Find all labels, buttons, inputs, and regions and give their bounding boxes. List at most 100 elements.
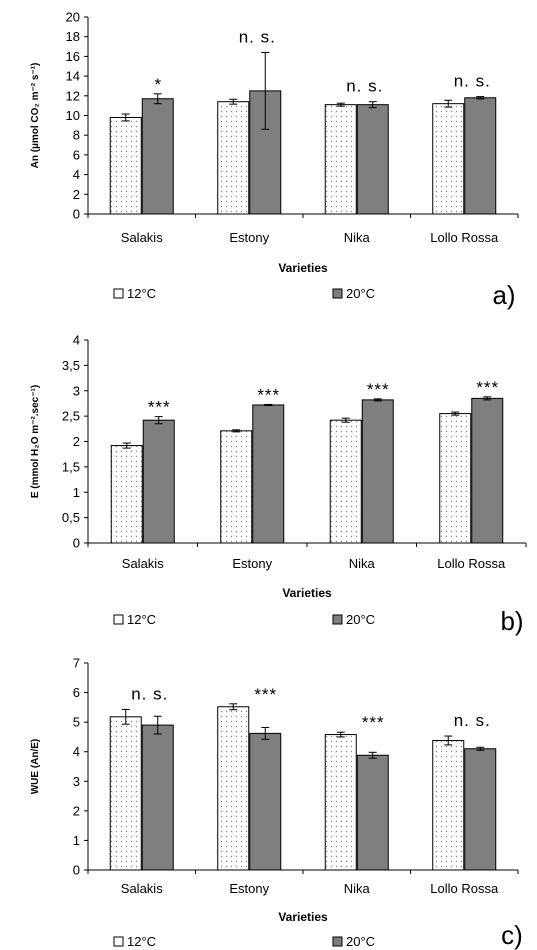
significance-label: *** [476, 378, 499, 397]
bar-20c [464, 748, 497, 871]
panel-label: a) [492, 280, 515, 310]
bar-20c [249, 732, 282, 871]
category-label: Lollo Rossa [437, 556, 506, 571]
bar-20c [471, 397, 504, 544]
y-tick-label: 3 [73, 383, 80, 398]
y-tick-label: 4 [73, 333, 80, 348]
significance-label: n. s. [131, 684, 168, 703]
bar-12c [110, 445, 143, 544]
y-tick-label: 0 [73, 863, 80, 878]
y-tick-label: 16 [66, 49, 80, 64]
category-label: Salakis [121, 230, 163, 245]
y-tick-label: 4 [73, 167, 80, 182]
significance-label: * [154, 75, 162, 94]
y-tick-label: 8 [73, 128, 80, 143]
y-tick-label: 7 [73, 656, 80, 671]
y-tick-label: 3 [73, 774, 80, 789]
legend-swatch-12c [113, 288, 124, 299]
bar-20c [356, 104, 389, 215]
significance-label: *** [362, 713, 385, 732]
category-label: Lollo Rossa [430, 881, 499, 896]
y-tick-label: 2 [73, 187, 80, 202]
bar-12c [329, 419, 362, 544]
y-tick-label: 2,5 [62, 409, 80, 424]
y-tick-label: 12 [66, 88, 80, 103]
category-label: Salakis [121, 881, 163, 896]
bar-12c [324, 734, 357, 871]
bar-20c [142, 419, 175, 544]
panel-label: b) [500, 606, 523, 636]
legend-label-20c: 20°C [346, 612, 375, 627]
y-tick-label: 5 [73, 715, 80, 730]
chart-panel-c: 0 1 2 3 4 5 6 7 n. s. Salakis *** Estony *** Nika n. s… [30, 656, 523, 950]
category-label: Estony [229, 881, 269, 896]
bar-12c [109, 716, 142, 871]
y-tick-label: 1 [73, 485, 80, 500]
legend: 12°C 20°C [113, 286, 375, 301]
legend-swatch-20c [332, 614, 343, 625]
legend-swatch-20c [332, 936, 343, 947]
bar-20c [464, 97, 497, 215]
bar-20c [356, 754, 389, 871]
bar-20c [141, 724, 174, 871]
bar-12c [324, 104, 357, 215]
legend: 12°C 20°C [113, 612, 375, 627]
significance-label: n. s. [454, 72, 491, 91]
y-tick-label: 10 [66, 108, 80, 123]
x-axis-title: Varieties [278, 910, 328, 924]
y-tick-label: 0,5 [62, 510, 80, 525]
bar-12c [109, 116, 142, 215]
bar-12c [432, 739, 465, 871]
significance-label: *** [257, 385, 280, 404]
significance-label: n. s. [454, 711, 491, 730]
y-tick-label: 6 [73, 685, 80, 700]
legend-swatch-20c [332, 288, 343, 299]
bar-20c [361, 399, 394, 544]
significance-label: n. s. [239, 27, 276, 46]
legend-swatch-12c [113, 614, 124, 625]
y-tick-label: 1 [73, 833, 80, 848]
x-axis-title: Varieties [282, 586, 332, 600]
y-axis-title: WUE (An/E) [30, 739, 41, 795]
y-tick-label: 20 [66, 10, 80, 25]
category-label: Lollo Rossa [430, 230, 499, 245]
y-axis-title: E (mmol H₂O m⁻².sec⁻¹) [30, 385, 41, 498]
category-label: Estony [229, 230, 269, 245]
chart-panel-a: 0 2 4 6 8 10 12 14 16 18 20 * Salakis n. s. Estony n. s… [30, 10, 519, 310]
y-axis-title: An (µmol CO₂ m⁻² s⁻¹) [30, 63, 41, 169]
legend-label-12c: 12°C [127, 286, 156, 301]
bar-12c [217, 706, 250, 871]
y-tick-label: 1,5 [62, 459, 80, 474]
x-axis-title: Varieties [278, 261, 328, 275]
legend-label-12c: 12°C [127, 612, 156, 627]
bar-12c [220, 430, 253, 544]
significance-label: *** [367, 380, 390, 399]
category-label: Nika [344, 881, 371, 896]
legend: 12°C 20°C [113, 934, 375, 949]
y-tick-label: 2 [73, 434, 80, 449]
y-tick-label: 4 [73, 744, 80, 759]
legend-label-20c: 20°C [346, 934, 375, 949]
y-tick-label: 0 [73, 207, 80, 222]
bar-12c [432, 103, 465, 215]
legend-swatch-12c [113, 936, 124, 947]
category-label: Nika [344, 230, 371, 245]
significance-label: *** [148, 398, 171, 417]
chart-panel-b: 0 0,5 1 1,5 2 2,5 3 3,5 4 *** Salakis *** Estony *** N… [30, 333, 527, 636]
y-tick-label: 18 [66, 29, 80, 44]
y-tick-label: 6 [73, 147, 80, 162]
y-tick-label: 0 [73, 536, 80, 551]
bar-12c [217, 101, 250, 215]
bar-20c [141, 98, 174, 215]
y-tick-label: 3,5 [62, 358, 80, 373]
significance-label: n. s. [346, 77, 383, 96]
category-label: Salakis [122, 556, 164, 571]
y-tick-label: 14 [66, 69, 80, 84]
category-label: Nika [349, 556, 376, 571]
category-label: Estony [232, 556, 272, 571]
panel-label: c) [501, 920, 523, 950]
legend-label-20c: 20°C [346, 286, 375, 301]
bar-12c [439, 413, 472, 544]
legend-label-12c: 12°C [127, 934, 156, 949]
